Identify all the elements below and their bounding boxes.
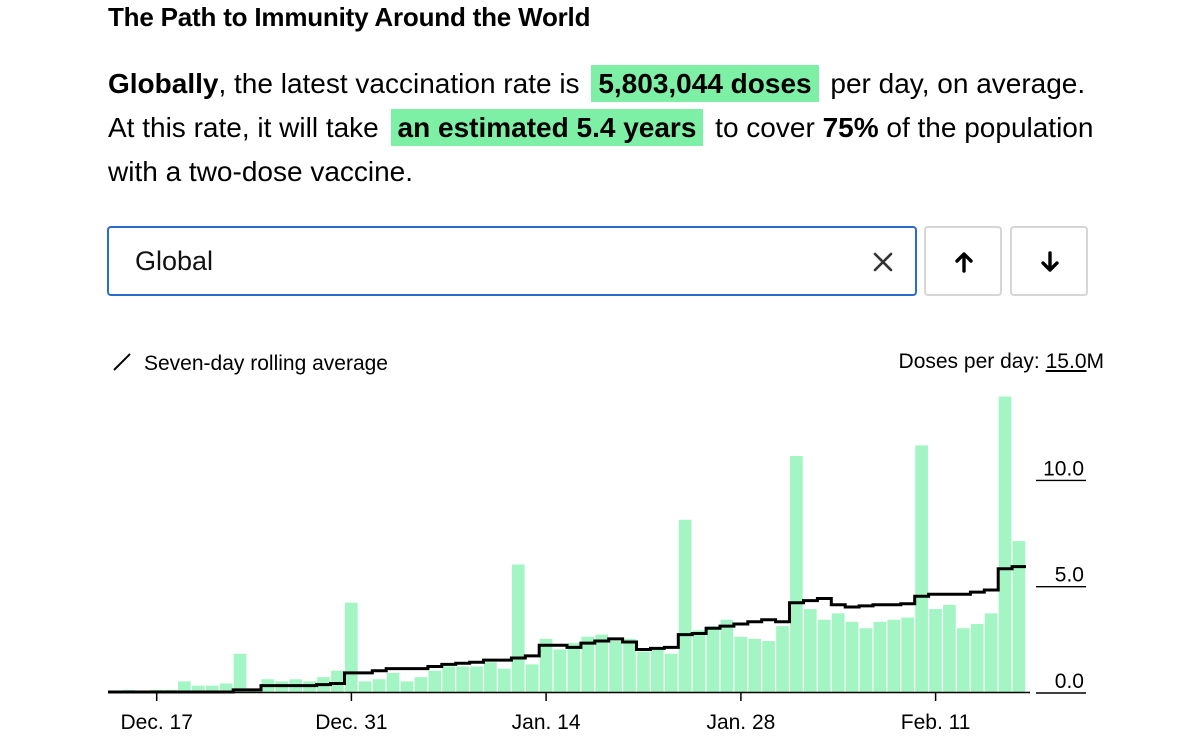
x-tick-label: Dec. 31 [315,711,387,734]
legend-label: Seven-day rolling average [144,352,388,375]
daily-doses-bar [929,609,942,692]
x-tick-label: Jan. 14 [512,711,581,734]
daily-doses-bar [497,668,511,692]
daily-doses-bar [484,662,497,692]
summary-lead: Globally [108,68,219,99]
daily-doses-bar [178,681,191,692]
daily-doses-bar [344,602,358,692]
close-icon[interactable] [869,248,897,276]
rolling-average-line [108,565,1026,694]
coverage-value: 75% [822,112,879,143]
daily-doses-bar [817,619,831,692]
daily-doses-bar [678,519,692,692]
daily-doses-bar [984,613,998,692]
page-title: The Path to Immunity Around the World [108,2,591,32]
daily-doses-bar [414,677,428,692]
daily-doses-bar [191,685,205,692]
x-axis: Dec. 17 Dec. 31 Jan. 14 Jan. 28 Feb. 11 [121,692,971,734]
y-axis-unit: M [1086,350,1105,373]
daily-doses-bar [790,456,803,692]
summary-text: Globally, the latest vaccination rate is… [108,62,1108,194]
daily-doses-bar [845,621,859,692]
diagonal-line-icon [113,353,131,371]
daily-doses-bar [428,670,442,692]
daily-doses-bar [456,666,469,692]
daily-doses-bar [205,685,219,692]
summary-text-1: , the latest vaccination rate is [218,68,580,99]
daily-doses-bar [358,681,372,692]
daily-doses-bar [901,617,915,692]
x-tick-label: Jan. 28 [706,711,775,734]
daily-doses-bar [998,396,1012,692]
arrow-up-icon [955,252,973,273]
y-tick-label: 5.0 [1055,564,1084,587]
daily-doses-bar [734,636,748,692]
daily-doses-bar [623,638,636,692]
daily-doses-bar [873,621,887,692]
y-tick-label: 10.0 [1043,457,1084,480]
daily-doses-bar [331,670,344,692]
daily-doses-bar [720,619,734,692]
daily-doses-bar [219,683,233,692]
daily-doses-bar [748,638,762,692]
summary-text-3: to cover [715,112,815,143]
summary-text-4: of the population with a two-dose vaccin… [108,112,1094,187]
daily-doses-bar [1012,541,1026,692]
daily-doses-bar [692,630,706,692]
daily-doses-bar [567,643,581,692]
daily-doses-bar [664,653,678,692]
daily-doses-bar [762,640,775,692]
next-country-button[interactable] [1010,226,1088,296]
daily-doses-bar [609,640,622,692]
daily-doses-bar [525,664,539,692]
x-tick-label: Dec. 17 [121,711,193,734]
vaccination-chart: 0.0 5.0 10.0 Dec. 17 Dec. 31 Jan. 14 Jan. 28 F… [108,396,1086,734]
daily-doses-bar [595,634,609,692]
daily-doses-bar [553,649,567,692]
daily-doses-bar [831,613,845,692]
daily-doses-bar [581,636,595,692]
daily-doses-bar [803,609,817,692]
daily-doses-bar [776,626,789,692]
daily-doses-bar [372,679,386,692]
daily-doses-bar [956,628,970,692]
daily-doses-bar [637,651,650,692]
previous-country-button[interactable] [924,226,1002,296]
summary-text-2: per day, on average. At this rate, it wi… [108,68,1086,143]
rate-highlight: 5,803,044 doses [591,65,819,102]
time-highlight: an estimated 5.4 years [390,109,704,146]
country-search-input[interactable] [135,240,835,282]
daily-doses-bar [400,681,414,692]
country-search-box [107,226,917,296]
daily-doses-bar [706,626,720,692]
daily-doses-bar [470,666,483,692]
daily-doses-bar [442,666,456,692]
daily-doses-bar [511,564,525,692]
y-axis: 0.0 5.0 10.0 [1036,457,1086,694]
daily-doses-bar [386,672,400,692]
daily-doses-bar [233,653,247,692]
x-tick-label: Feb. 11 [901,711,971,734]
daily-doses-bar [650,649,664,692]
chart-legend: Seven-day rolling average [112,352,388,376]
y-axis-title: Doses per day: 15.0M [899,350,1104,374]
daily-doses-bar [915,445,928,692]
y-axis-top-value: 15.0 [1045,350,1087,373]
daily-doses-bar [943,604,956,692]
daily-doses-bar [970,623,984,692]
y-axis-title-prefix: Doses per day: [898,350,1040,373]
daily-doses-bar [539,638,553,692]
arrow-down-icon [1041,251,1059,272]
y-tick-label: 0.0 [1055,670,1084,693]
daily-doses-bar [859,628,873,692]
daily-doses-bar [887,619,901,692]
